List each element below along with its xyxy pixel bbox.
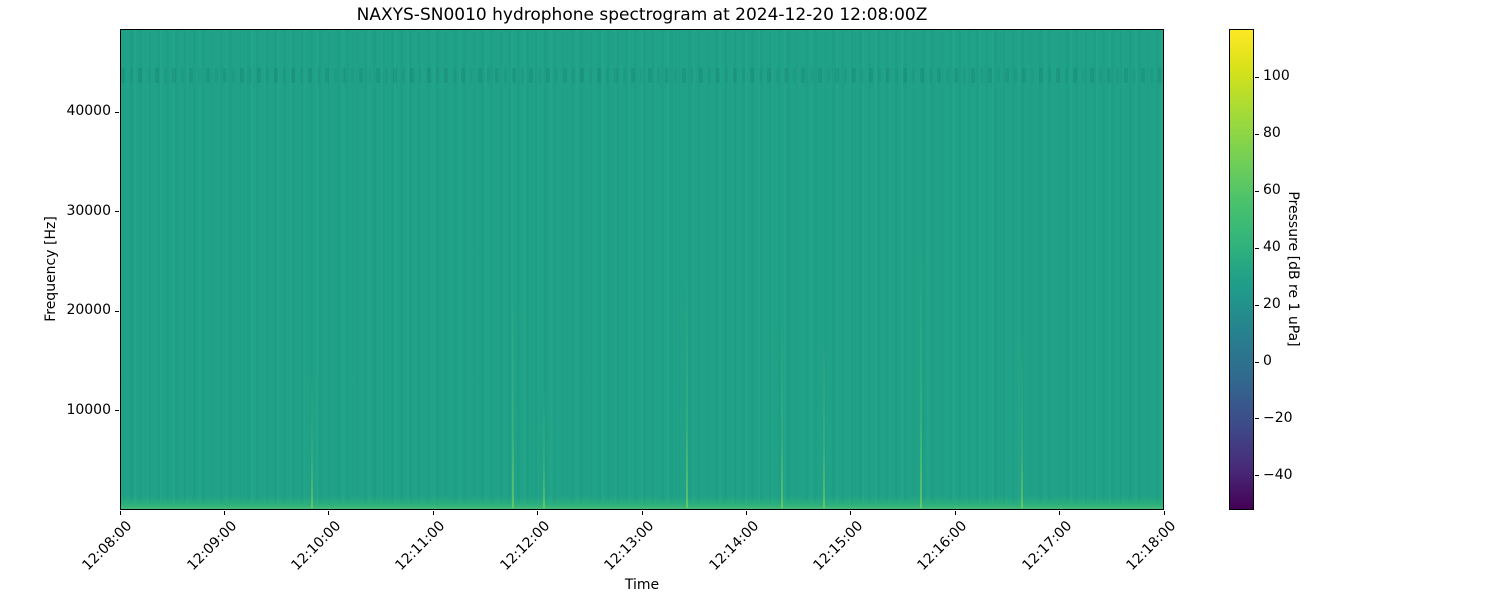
spectrogram-44khz-line [121, 68, 1163, 83]
transient-streak [542, 387, 545, 508]
x-tick-mark [850, 511, 852, 515]
x-tick-label: 12:10:00 [288, 518, 345, 574]
x-tick-mark [1059, 511, 1061, 515]
y-tick-label: 40000 [66, 103, 111, 120]
x-tick-label: 12:14:00 [705, 518, 762, 574]
y-tick-mark [115, 310, 119, 312]
x-tick-mark [954, 511, 956, 515]
spectrogram-low-frequency-band [121, 496, 1163, 509]
x-tick-label: 12:16:00 [914, 518, 971, 574]
colorbar-tick-label: 0 [1263, 353, 1272, 369]
colorbar-tick-mark [1255, 133, 1259, 135]
x-tick-label: 12:15:00 [810, 518, 867, 574]
colorbar-label: Pressure [dB re 1 uPa] [1285, 191, 1301, 347]
colorbar-tick-label: 80 [1263, 125, 1281, 142]
transient-streak [920, 243, 923, 508]
x-tick-label: 12:17:00 [1019, 518, 1075, 574]
spectrogram-vertical-striping [121, 30, 1163, 509]
colorbar-tick-mark [1255, 418, 1259, 420]
colorbar-tick-label: 20 [1263, 296, 1281, 313]
x-tick-mark [223, 511, 225, 515]
y-tick-label: 30000 [66, 202, 111, 219]
colorbar-tick-mark [1255, 76, 1259, 78]
y-axis-label: Frequency [Hz] [43, 216, 59, 322]
transient-streak [685, 267, 688, 508]
x-tick-label: 12:09:00 [183, 518, 240, 574]
colorbar-tick-mark [1255, 475, 1259, 477]
colorbar-tick-mark [1255, 361, 1259, 363]
colorbar-tick-label: 40 [1263, 239, 1281, 256]
transient-streak [511, 291, 514, 508]
chart-title: NAXYS-SN0010 hydrophone spectrogram at 2… [356, 5, 928, 25]
x-tick-label: 12:13:00 [601, 518, 658, 574]
transient-streak [822, 339, 825, 508]
colorbar-tick-label: 100 [1263, 68, 1290, 85]
transient-streak [781, 315, 784, 508]
x-tick-mark [641, 511, 643, 515]
x-tick-label: 12:11:00 [392, 518, 449, 574]
x-tick-mark [1163, 511, 1165, 515]
colorbar-tick-label: −20 [1263, 409, 1293, 426]
colorbar-gradient [1229, 29, 1254, 510]
y-tick-label: 20000 [66, 302, 111, 319]
x-tick-label: 12:08:00 [79, 518, 136, 574]
x-axis-label: Time [624, 577, 660, 593]
colorbar-tick-mark [1255, 190, 1259, 192]
x-tick-mark [537, 511, 539, 515]
colorbar-tick-label: 60 [1263, 182, 1281, 199]
x-tick-mark [328, 511, 330, 515]
y-tick-mark [115, 111, 119, 113]
colorbar-tick-mark [1255, 304, 1259, 306]
colorbar-tick-mark [1255, 247, 1259, 249]
spectrogram-plot-area [120, 29, 1164, 510]
y-tick-label: 10000 [66, 401, 111, 418]
transient-streak [1021, 325, 1024, 508]
x-tick-mark [432, 511, 434, 515]
x-tick-label: 12:12:00 [497, 518, 553, 574]
transient-streak [311, 363, 314, 508]
y-tick-mark [115, 211, 119, 213]
x-tick-mark [119, 511, 121, 515]
colorbar-tick-label: −40 [1263, 466, 1293, 483]
x-tick-mark [745, 511, 747, 515]
x-tick-label: 12:18:00 [1123, 518, 1180, 574]
y-tick-mark [115, 410, 119, 412]
